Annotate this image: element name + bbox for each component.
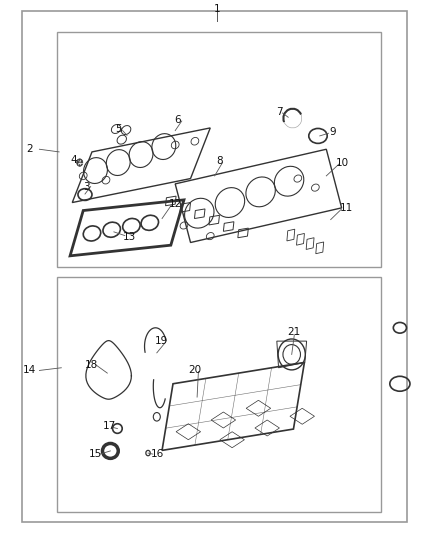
- Text: 2: 2: [26, 144, 33, 154]
- Text: 3: 3: [83, 182, 90, 191]
- Text: 12: 12: [169, 199, 182, 208]
- Text: 20: 20: [188, 366, 201, 375]
- Text: 6: 6: [174, 115, 181, 125]
- Text: 18: 18: [85, 360, 98, 369]
- Text: 16: 16: [151, 449, 164, 459]
- Text: 21: 21: [288, 327, 301, 336]
- Text: 17: 17: [103, 422, 116, 431]
- Text: 13: 13: [123, 232, 136, 241]
- Text: 8: 8: [216, 156, 223, 166]
- Text: 15: 15: [89, 449, 102, 459]
- Text: 11: 11: [339, 203, 353, 213]
- Text: 7: 7: [276, 107, 283, 117]
- Text: 5: 5: [115, 124, 122, 134]
- Bar: [57, 32, 381, 266]
- Text: 10: 10: [336, 158, 349, 167]
- Text: 19: 19: [155, 336, 168, 346]
- Bar: [57, 277, 381, 512]
- Bar: [22, 11, 407, 522]
- Text: 4: 4: [70, 155, 77, 165]
- Text: 14: 14: [23, 366, 36, 375]
- Text: 1: 1: [213, 4, 220, 14]
- Circle shape: [77, 159, 83, 166]
- Text: 9: 9: [329, 127, 336, 137]
